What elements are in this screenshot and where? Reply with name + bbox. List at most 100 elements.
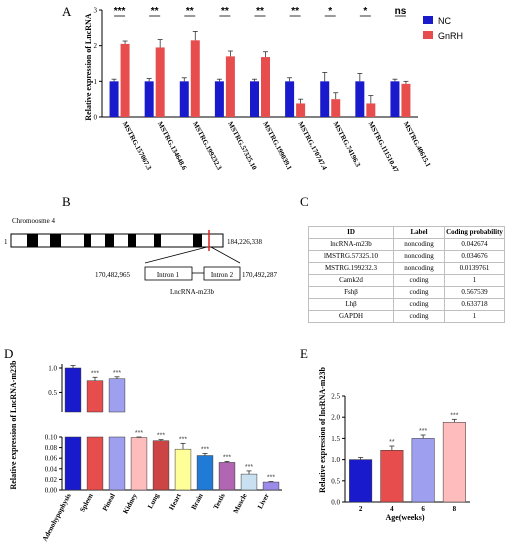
significance-label: ***	[114, 6, 126, 17]
table-cell: 0.633718	[444, 298, 505, 311]
table-row: lMSTRG.57325.10 noncoding 0.034676	[308, 250, 505, 263]
y-tick-label: 2.0	[331, 414, 340, 422]
chart-a-ylabel: Relative expression of LncRNA	[84, 13, 93, 120]
bar-nc	[214, 81, 224, 117]
table-cell: Lhβ	[308, 298, 394, 311]
bar	[130, 437, 148, 491]
bar-gnrh	[190, 40, 200, 117]
significance-label: **	[291, 6, 299, 17]
significance-label: ***	[179, 436, 187, 443]
table-body: lncRNA-m23b noncoding 0.042674 lMSTRG.57325…	[308, 238, 505, 323]
table-cell: lncRNA-m23b	[308, 238, 394, 251]
significance-label: ***	[245, 464, 253, 471]
table-cell: 0.034676	[444, 250, 505, 263]
bar	[196, 455, 214, 491]
chromosome-band	[128, 234, 136, 247]
y-tick-label: 2.5	[331, 393, 340, 401]
bar-nc	[250, 81, 259, 117]
table-cell: GAPDH	[308, 310, 394, 323]
y-tick-label: 0.10	[45, 434, 58, 442]
significance-label: **	[221, 6, 229, 17]
gene-name: LncRNA-m23b	[170, 288, 214, 296]
significance-label: ***	[157, 433, 165, 440]
table-cell: 1	[444, 274, 505, 287]
y-tick-label: 0.02	[45, 476, 58, 484]
legend-gnrh-label: GnRH	[438, 31, 463, 41]
table-cell: lMSTRG.57325.10	[308, 250, 394, 263]
table-header: Label	[393, 226, 445, 239]
intron1-box	[144, 266, 193, 281]
table-cell: coding	[393, 286, 445, 299]
x-tick-label: Muscle	[232, 492, 249, 515]
bar-gnrh	[155, 47, 165, 118]
table-cell: Camk2d	[308, 274, 394, 287]
bar	[108, 378, 126, 413]
bar-gnrh	[225, 56, 235, 117]
table-cell: 1	[444, 310, 505, 323]
significance-label: **	[186, 6, 194, 17]
y-tick-label: 3	[94, 7, 98, 15]
table-row: Fshβ coding 0.567539	[308, 286, 505, 299]
x-tick-label: Liver	[256, 492, 271, 510]
bar	[411, 438, 435, 503]
panel-b-letter: B	[62, 194, 71, 209]
table-row: Lhβ coding 0.633718	[308, 298, 505, 311]
x-tick-label: MSTRG.199039.1	[261, 120, 293, 172]
table-cell: coding	[393, 310, 445, 323]
chromosome-band	[84, 234, 91, 247]
table-cell: MSTRG.199232.3	[308, 262, 394, 275]
x-tick-label: MSTRG.40615.1	[402, 120, 433, 168]
intron2-label: Intron 2	[211, 271, 234, 279]
x-tick-label: 8	[453, 505, 457, 513]
x-tick-label: 4	[390, 505, 394, 513]
y-tick-label: 1.5	[331, 435, 340, 443]
y-tick-label: 0.08	[45, 444, 58, 452]
zoom-line-right	[210, 246, 241, 264]
bar	[262, 481, 280, 491]
bar	[174, 448, 192, 491]
significance-label: *	[328, 6, 332, 17]
chromosome-band	[27, 234, 38, 247]
chromosome-end: 184,226,338	[227, 238, 263, 246]
chart-e-xlabel: Age(weeks)	[385, 513, 424, 522]
x-tick-label: Kidney	[121, 492, 139, 515]
table-header: ID	[308, 226, 394, 239]
chart-e-ylabel: Relative expression of lncRNA-m23b	[318, 367, 327, 493]
significance-label: **	[256, 6, 264, 17]
table-cell: 0.042674	[444, 238, 505, 251]
intron1-label: Intron 1	[157, 271, 180, 279]
x-tick-label: Spleen	[78, 492, 94, 513]
chromosome-band	[50, 234, 61, 247]
bar	[86, 436, 104, 491]
table-row: MSTRG.199232.3 noncoding 0.0139761	[308, 262, 505, 275]
significance-label: **	[389, 439, 395, 446]
x-tick-label: Lung	[146, 492, 161, 510]
y-tick-label: 1.0	[331, 456, 340, 464]
chromosome-name: Chromoosme 4	[12, 217, 55, 225]
table-cell: noncoding	[393, 250, 445, 263]
y-tick-label: 1	[94, 78, 98, 86]
bar-gnrh	[401, 83, 411, 117]
table-row: Camk2d coding 1	[308, 274, 505, 287]
bar-nc	[144, 81, 154, 117]
bar-nc	[390, 81, 400, 117]
bar	[64, 367, 82, 413]
table-cell: Fshβ	[308, 286, 394, 299]
bar-nc	[179, 81, 189, 117]
chromosome-diagram: Chromoosme 4 1 184,226,338 Intron 1 Intr…	[4, 217, 278, 296]
bar-nc	[109, 81, 119, 117]
significance-label: ***	[91, 370, 99, 377]
y-tick-label: 0.00	[45, 487, 58, 495]
chromosome-bar	[10, 233, 224, 248]
x-tick-label: MSTRG.170747.4	[296, 120, 328, 172]
y-tick-label: 0.0	[331, 499, 340, 507]
x-tick-label: 6	[421, 505, 425, 513]
panel-d-letter: D	[4, 346, 13, 361]
bar	[86, 380, 104, 413]
y-tick-label: 0	[94, 114, 98, 122]
bar-nc	[320, 81, 330, 117]
significance-label: ***	[113, 370, 121, 377]
table-cell: 0.567539	[444, 286, 505, 299]
chart-d-ylabel: Relative expression of LncRNA-m23b	[9, 360, 18, 490]
